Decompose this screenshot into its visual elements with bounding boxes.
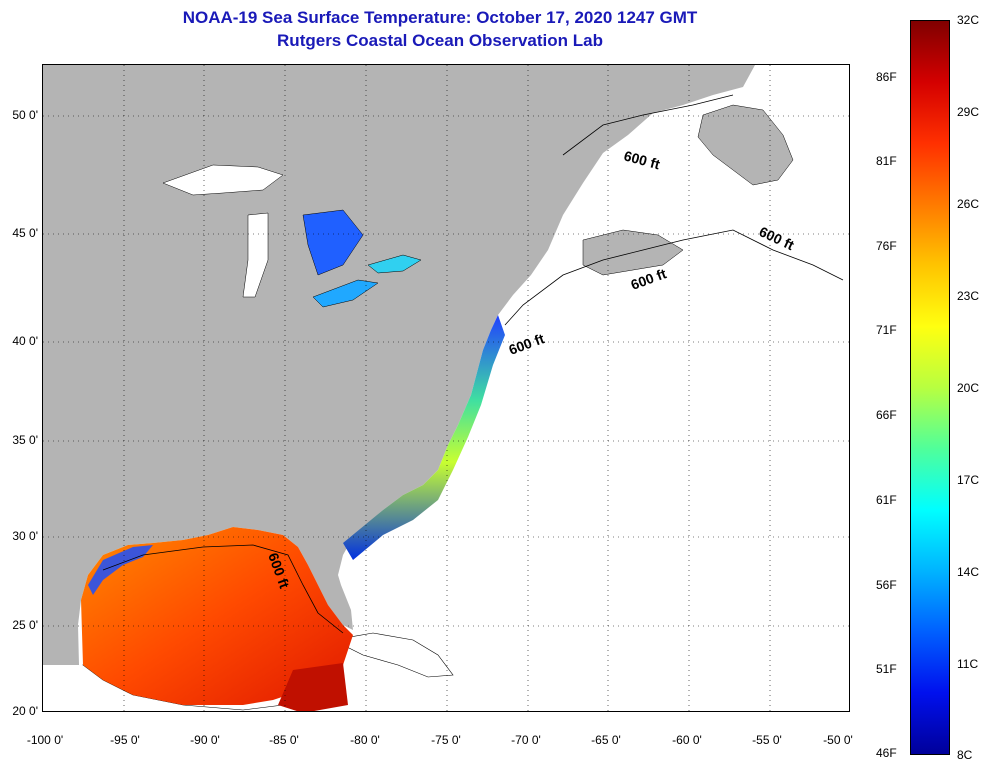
great-lake-huron [302, 209, 364, 276]
colorbar-f-label: 46F [876, 746, 897, 760]
land-newfoundland [697, 104, 794, 186]
lon-label-55: -55 0' [752, 733, 782, 747]
colorbar-f-label: 61F [876, 493, 897, 507]
colorbar-c-label: 8C [957, 748, 973, 762]
colorbar-f-label: 56F [876, 578, 897, 592]
chart-subtitle: Rutgers Coastal Ocean Observation Lab [277, 31, 603, 50]
lon-label-50: -50 0' [823, 733, 853, 747]
lon-label-100: -100 0' [26, 733, 64, 747]
lon-label-65: -65 0' [591, 733, 621, 747]
great-lake-ontario [367, 254, 422, 274]
sst-map: 600 ft 600 ft 600 ft 600 ft 600 ft [42, 64, 850, 712]
land-cuba [332, 632, 454, 678]
depth-contour-canada [562, 94, 734, 156]
colorbar-f-label: 66F [876, 408, 897, 422]
lat-label-35: 35 0' [12, 433, 38, 447]
lon-label-80: -80 0' [350, 733, 380, 747]
lon-label-75: -75 0' [431, 733, 461, 747]
sst-east-coast [343, 315, 505, 560]
lon-label-60: -60 0' [672, 733, 702, 747]
depth-contour-600ft [504, 229, 844, 326]
colorbar-f-label: 81F [876, 154, 897, 168]
lat-label-45: 45 0' [12, 226, 38, 240]
graticule [43, 65, 849, 711]
chart-title: NOAA-19 Sea Surface Temperature: October… [182, 8, 698, 27]
land-north-america [43, 65, 755, 665]
colorbar-f-label: 86F [876, 70, 897, 84]
contour-label-midatlantic: 600 ft [507, 330, 547, 358]
great-lake-erie [312, 279, 379, 308]
colorbar-f-label: 51F [876, 662, 897, 676]
contour-label-grand-banks: 600 ft [757, 223, 797, 253]
lon-label-90: -90 0' [190, 733, 220, 747]
great-lake-michigan [242, 212, 269, 298]
great-lake-superior [162, 164, 284, 196]
colorbar-c-label: 14C [957, 565, 980, 579]
lon-label-70: -70 0' [511, 733, 541, 747]
lat-label-50: 50 0' [12, 108, 38, 122]
colorbar-c-label: 11C [957, 657, 979, 671]
contour-label-nova-scotia: 600 ft [622, 147, 662, 172]
colorbar-f-label: 71F [876, 323, 897, 337]
colorbar-c-label: 29C [957, 105, 980, 119]
lat-label-30: 30 0' [12, 529, 38, 543]
temperature-colorbar [910, 20, 950, 755]
depth-contour-gulf [102, 544, 344, 634]
colorbar-f-label: 76F [876, 239, 897, 253]
sst-caribbean-patch [278, 663, 348, 711]
colorbar-c-label: 23C [957, 289, 980, 303]
colorbar-c-label: 17C [957, 473, 980, 487]
lat-label-20: 20 0' [12, 704, 38, 718]
lat-label-25: 25 0' [12, 618, 38, 632]
lon-label-85: -85 0' [269, 733, 299, 747]
colorbar-c-label: 26C [957, 197, 980, 211]
colorbar-c-label: 32C [957, 13, 980, 27]
lon-label-95: -95 0' [110, 733, 140, 747]
lat-label-40: 40 0' [12, 334, 38, 348]
colorbar-c-label: 20C [957, 381, 980, 395]
